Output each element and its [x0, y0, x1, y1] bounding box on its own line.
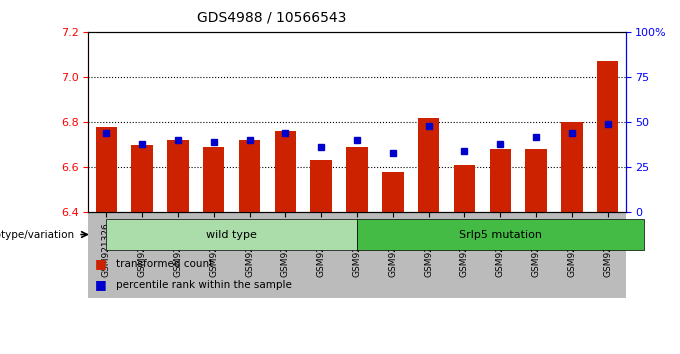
Bar — [160, 212, 196, 298]
Bar — [239, 140, 260, 212]
Bar — [454, 165, 475, 212]
Bar — [96, 127, 117, 212]
Text: percentile rank within the sample: percentile rank within the sample — [116, 280, 292, 290]
Bar — [346, 147, 368, 212]
Text: transformed count: transformed count — [116, 259, 213, 269]
Bar — [482, 212, 518, 298]
Bar — [311, 160, 332, 212]
Bar — [339, 212, 375, 298]
Bar — [590, 212, 626, 298]
Bar — [382, 172, 403, 212]
Bar — [561, 122, 583, 212]
Bar — [490, 149, 511, 212]
Bar — [131, 145, 153, 212]
Text: genotype/variation: genotype/variation — [0, 229, 75, 240]
Bar — [203, 147, 224, 212]
Text: Srlp5 mutation: Srlp5 mutation — [459, 229, 542, 240]
Bar — [554, 212, 590, 298]
Bar — [196, 212, 232, 298]
Bar — [411, 212, 447, 298]
Bar — [267, 212, 303, 298]
Bar — [88, 212, 124, 298]
Bar — [518, 212, 554, 298]
Bar — [526, 149, 547, 212]
Bar — [167, 140, 188, 212]
Text: ■: ■ — [95, 257, 107, 270]
Bar — [303, 212, 339, 298]
Bar — [418, 118, 439, 212]
Bar — [124, 212, 160, 298]
Bar — [275, 131, 296, 212]
Bar — [597, 61, 618, 212]
Bar — [375, 212, 411, 298]
Text: ■: ■ — [95, 279, 107, 291]
Text: wild type: wild type — [206, 229, 257, 240]
Bar — [447, 212, 482, 298]
Bar — [232, 212, 267, 298]
Text: GDS4988 / 10566543: GDS4988 / 10566543 — [197, 11, 347, 25]
